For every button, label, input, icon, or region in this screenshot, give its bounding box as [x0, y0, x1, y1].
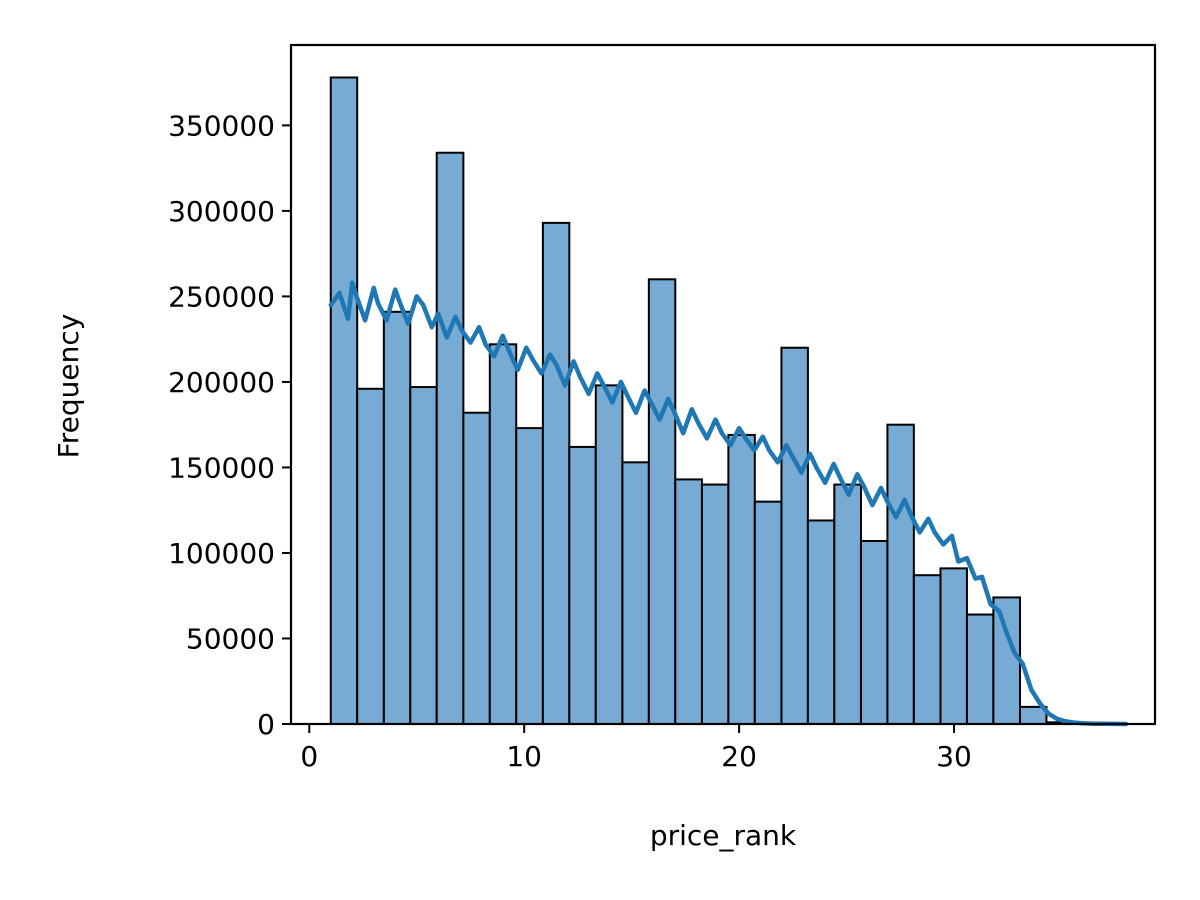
x-axis-label: price_rank — [650, 819, 797, 852]
histogram-bar-3 — [382, 310, 412, 725]
histogram-bar-15 — [700, 483, 730, 726]
histogram-bar-1 — [329, 76, 359, 726]
histogram-bar-9 — [541, 221, 571, 725]
histogram-bar-22 — [886, 423, 915, 725]
y-axis-ticks: 0 50000 100000 150000 200000 250000 300000 3500… — [168, 109, 291, 741]
x-axis-ticks: 0 10 20 30 — [300, 724, 972, 773]
histogram-bar-17 — [753, 500, 783, 726]
kde-curve — [328, 280, 1129, 727]
y-tick-label: 0 — [257, 708, 275, 741]
y-tick-label: 150000 — [168, 451, 275, 484]
histogram-bar-18 — [780, 346, 809, 725]
histogram-bar-26 — [992, 596, 1022, 726]
histogram-bar-6 — [462, 411, 491, 725]
histogram-bar-24 — [939, 567, 968, 726]
y-tick-label: 250000 — [168, 280, 275, 313]
histogram-bar-11 — [594, 384, 624, 725]
histogram-bar-13 — [647, 278, 677, 725]
histogram-bar-7 — [488, 343, 518, 725]
histogram-bar-14 — [674, 478, 703, 726]
histogram-bar-23 — [912, 574, 942, 726]
x-tick-label: 30 — [936, 740, 972, 773]
histogram-bar-5 — [435, 151, 465, 726]
histogram-bar-12 — [621, 461, 650, 725]
y-tick-label: 350000 — [168, 109, 275, 142]
y-tick-label: 50000 — [186, 622, 275, 655]
histogram-bar-19 — [806, 519, 836, 725]
plot-frame — [289, 43, 1157, 726]
histogram-bar-10 — [568, 445, 597, 725]
y-tick-label: 100000 — [168, 537, 275, 570]
y-axis-label: Frequency — [52, 314, 85, 459]
histogram-bar-21 — [859, 539, 889, 725]
x-tick-label: 20 — [721, 740, 757, 773]
x-tick-label: 10 — [506, 740, 542, 773]
histogram-bar-8 — [515, 427, 544, 725]
histogram-bar-4 — [409, 386, 438, 725]
y-tick-label: 200000 — [168, 366, 275, 399]
histogram-bar-25 — [965, 613, 995, 726]
histogram-bar-16 — [727, 433, 756, 725]
y-tick-label: 300000 — [168, 195, 275, 228]
x-tick-label: 0 — [300, 740, 318, 773]
histogram-bar-20 — [833, 483, 862, 726]
histogram-bars — [329, 76, 1074, 726]
histogram-bar-2 — [356, 387, 385, 725]
